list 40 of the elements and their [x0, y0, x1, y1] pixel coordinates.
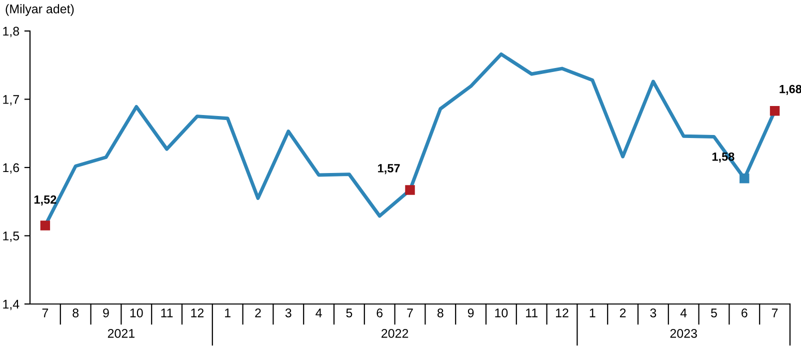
point [740, 174, 750, 184]
x-tick-label: 8 [437, 308, 444, 318]
x-tick-label: 1 [225, 308, 230, 318]
x-tick-label: 9 [103, 308, 109, 318]
x-tick-label: 12 [556, 308, 568, 318]
y-tick-label: 1,8 [3, 26, 20, 38]
x-tick-label: 2 [255, 308, 261, 318]
y-axis-title: (Milyar adet) [6, 4, 74, 16]
text: 2021 [108, 329, 134, 338]
x-tick-label: 10 [130, 308, 143, 318]
x-tick-label: 2 [620, 308, 626, 318]
point [770, 106, 780, 116]
x-tick-label: 10 [495, 308, 508, 318]
x-tick-label: 7 [407, 308, 413, 318]
x-tick-label: 8 [72, 308, 79, 318]
x-tick-label: 5 [711, 308, 717, 318]
x-tick-label: 12 [191, 308, 204, 318]
x-tick-label: 6 [742, 308, 748, 318]
x-tick-label: 5 [346, 308, 352, 318]
y-tick-label: 1,5 [3, 232, 20, 242]
x-tick-label: 9 [468, 308, 474, 318]
x-tick-label: 6 [376, 308, 383, 318]
x-tick-label: 11 [161, 308, 173, 318]
data-label: 1,52 [34, 195, 56, 206]
y-tick-label: 1,4 [3, 300, 20, 310]
y-tick-label: 1,6 [3, 163, 20, 174]
x-tick-label: 3 [650, 308, 656, 318]
x-tick-label: 4 [680, 308, 687, 318]
x-tick-label: 3 [285, 308, 292, 318]
point [405, 185, 415, 195]
x-tick-label: 4 [316, 308, 322, 318]
x-tick-label: 11 [526, 308, 538, 318]
point [40, 220, 50, 230]
data-label: 1,57 [378, 164, 400, 174]
y-tick-label: 1,7 [3, 95, 19, 106]
x-tick-label: 7 [772, 308, 778, 318]
text: 2022 [382, 329, 408, 338]
text: 2023 [670, 329, 697, 338]
x-tick-label: 1 [590, 308, 596, 318]
x-tick-label: 7 [42, 308, 48, 318]
